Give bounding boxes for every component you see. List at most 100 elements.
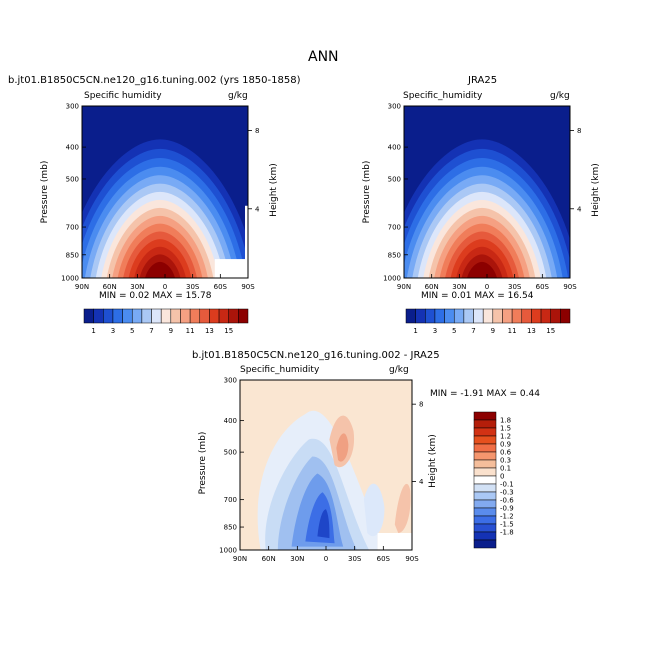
colorbar-left-swatch-6 [141, 308, 152, 324]
colorbar-right-label-4: 9 [491, 327, 495, 335]
left-topo-mask [214, 259, 248, 278]
colorbar-left-swatch-11 [189, 308, 201, 324]
right-ytick-label-300: 300 [388, 103, 401, 111]
diff-xtick-label-0: 90N [233, 555, 247, 563]
diff-topo-mask [377, 533, 412, 550]
colorbar-right-swatch-14 [540, 308, 551, 324]
diff-contour-8 [394, 483, 411, 533]
diff-field [240, 380, 412, 550]
colorbar-right-swatch-3 [434, 308, 445, 324]
colorbar-diff-label-10: -0.6 [500, 497, 514, 505]
colorbar-left-label-2: 5 [130, 327, 134, 335]
colorbar-left-label-5: 11 [186, 327, 195, 335]
right-contour-16 [467, 261, 497, 278]
page-title: ANN [308, 49, 339, 65]
left-xtick-label-6: 90S [241, 283, 255, 291]
colorbar-diff-label-11: -0.9 [500, 505, 514, 513]
right-ytick-label-400: 400 [388, 144, 401, 152]
colorbar-diff-swatch-8 [473, 475, 497, 485]
left-min-max: MIN = 0.02 MAX = 15.78 [99, 291, 212, 301]
colorbar-diff-swatch-4 [473, 443, 497, 453]
colorbar-right-swatch-6 [463, 308, 474, 324]
colorbar-right-label-5: 11 [508, 327, 517, 335]
colorbar-diff-swatch-0 [473, 411, 497, 421]
diff-ytick-label-850: 850 [224, 524, 237, 532]
colorbar-right-swatch-7 [473, 308, 484, 324]
colorbar-left-swatch-1 [93, 308, 104, 324]
colorbar-diff-swatch-3 [473, 435, 497, 445]
colorbar-left-swatch-16 [238, 308, 249, 324]
colorbar-right-label-2: 5 [452, 327, 456, 335]
colorbar-left-label-1: 3 [111, 327, 115, 335]
left-xtick-label-2: 30N [130, 283, 144, 291]
right-xtick-label-5: 60S [536, 283, 550, 291]
diff-ytick-label-400: 400 [224, 417, 237, 425]
left-topo-mask-2 [245, 205, 248, 278]
left-ytick-label-300: 300 [66, 103, 79, 111]
right-case-title: JRA25 [468, 75, 498, 86]
diff-contour-5 [317, 509, 330, 539]
colorbar-diff-swatch-9 [473, 483, 497, 493]
right-units: g/kg [550, 91, 570, 101]
colorbar-left-swatch-14 [218, 308, 229, 324]
colorbar-right-label-6: 13 [527, 327, 536, 335]
diff-contour-7 [336, 433, 349, 462]
left-ytick-label-400: 400 [66, 144, 79, 152]
colorbar-left-swatch-0 [83, 308, 94, 324]
left-xtick-label-4: 30S [186, 283, 200, 291]
colorbar-diff-swatch-2 [473, 427, 497, 437]
diff-ytick-label-500: 500 [224, 449, 237, 457]
colorbar-diff-label-8: -0.1 [500, 481, 514, 489]
colorbar-left-swatch-9 [170, 308, 181, 324]
colorbar-right-label-1: 3 [433, 327, 437, 335]
right-xtick-label-2: 30N [452, 283, 466, 291]
diff-xtick-label-3: 0 [324, 555, 328, 563]
colorbar-left-swatch-7 [151, 308, 162, 324]
diff-ytick-label-1000: 1000 [219, 547, 237, 555]
left-units: g/kg [228, 91, 248, 101]
right-ytick-label-850: 850 [388, 251, 401, 259]
colorbar-left-label-3: 7 [149, 327, 153, 335]
left-ytick-label-1000: 1000 [61, 275, 79, 283]
left-y2tick-label-8: 8 [255, 127, 259, 135]
colorbar-diff-label-14: -1.8 [500, 529, 514, 537]
diff-xtick-label-2: 30N [290, 555, 304, 563]
right-xtick-label-0: 90N [397, 283, 411, 291]
diff-units: g/kg [389, 365, 409, 375]
colorbar-left-swatch-8 [160, 308, 172, 324]
left-xtick-label-3: 0 [163, 283, 167, 291]
left-xtick-label-1: 60N [103, 283, 117, 291]
right-y2tick-label-8: 8 [577, 127, 581, 135]
left-field [82, 106, 248, 278]
left-contour-16 [145, 261, 175, 278]
colorbar-left-swatch-2 [103, 308, 114, 324]
colorbar-diff-swatch-15 [473, 531, 497, 541]
colorbar-right-swatch-16 [560, 308, 571, 324]
colorbar-diff-label-4: 0.6 [500, 449, 512, 457]
colorbar-right-swatch-2 [425, 308, 436, 324]
colorbar-diff-swatch-1 [473, 419, 497, 429]
right-xtick-label-3: 0 [485, 283, 489, 291]
colorbar-diff-swatch-6 [473, 459, 497, 469]
colorbar-right-swatch-8 [482, 308, 494, 324]
colorbar-diff-label-12: -1.2 [500, 513, 514, 521]
colorbar-right-swatch-13 [531, 308, 542, 324]
right-xtick-label-6: 90S [563, 283, 577, 291]
colorbar-left-swatch-12 [199, 308, 210, 324]
colorbar-left-label-0: 1 [91, 327, 95, 335]
colorbar-diff-label-2: 1.2 [500, 433, 511, 441]
diff-xtick-label-1: 60N [262, 555, 276, 563]
colorbar-left-swatch-5 [131, 308, 143, 324]
colorbar-right-swatch-12 [521, 308, 532, 324]
colorbar-right-label-0: 1 [413, 327, 417, 335]
diff-xtick-label-6: 90S [405, 555, 419, 563]
diff-xtick-label-5: 60S [377, 555, 391, 563]
diff-contour-9 [363, 483, 385, 537]
left-var-label: Specific humidity [84, 91, 162, 101]
colorbar-right-swatch-1 [415, 308, 426, 324]
colorbar-diff-label-9: -0.3 [500, 489, 514, 497]
colorbar-right-swatch-11 [511, 308, 523, 324]
left-xtick-label-5: 60S [214, 283, 228, 291]
colorbar-diff-swatch-12 [473, 507, 497, 517]
